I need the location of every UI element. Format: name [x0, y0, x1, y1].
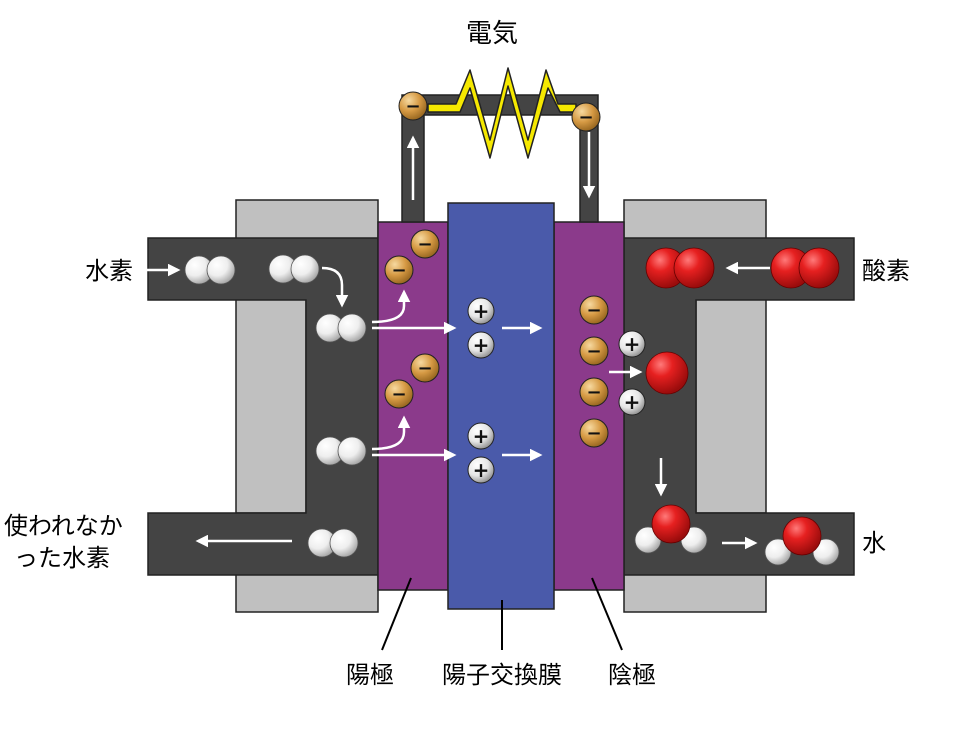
electron-anode-3: − [411, 354, 439, 382]
electron-cathode-1: − [580, 296, 608, 324]
proton-sign: + [473, 424, 490, 448]
label-hydrogen-in: 水素 [85, 257, 133, 285]
right-frame-bottom [624, 574, 766, 612]
right-frame-top [624, 200, 766, 240]
electron-sign: − [586, 382, 601, 403]
electron-sign: − [417, 358, 432, 379]
oxygen-atom [646, 352, 688, 394]
proton-sign: + [624, 390, 641, 414]
label-anode: 陽極 [346, 661, 394, 689]
proton-sign: + [473, 299, 490, 323]
proton-exchange-membrane [448, 203, 554, 609]
electron-sign: − [391, 260, 406, 281]
electron-sign: − [586, 341, 601, 362]
label-electricity: 電気 [466, 19, 518, 49]
proton-cathode-2: + [619, 389, 645, 415]
label-cathode: 陰極 [608, 661, 656, 689]
electron-anode-2: − [385, 256, 413, 284]
electron-sign: − [586, 423, 601, 444]
electron-cathode-2: − [580, 337, 608, 365]
label-unused-hydrogen-1: 使われなか [4, 512, 123, 540]
proton-sign: + [624, 332, 641, 356]
label-unused-hydrogen-2: った水素 [14, 544, 110, 572]
electron-sign: − [417, 234, 432, 255]
left-frame-bottom [236, 574, 378, 612]
right-frame-middle [696, 298, 766, 513]
proton-4: + [468, 457, 494, 483]
proton-sign: + [473, 333, 490, 357]
label-membrane: 陽子交換膜 [442, 661, 562, 689]
electron-wire-right: − [572, 103, 600, 131]
left-frame-top [236, 200, 378, 240]
left-frame-middle [236, 298, 306, 513]
label-water-out: 水 [862, 529, 886, 557]
electron-sign: − [391, 384, 406, 405]
proton-2: + [468, 332, 494, 358]
electron-cathode-4: − [580, 419, 608, 447]
electron-wire-left: − [399, 92, 427, 120]
oxygen-molecule-inlet [771, 248, 839, 288]
electron-anode-4: − [385, 380, 413, 408]
electron-sign: − [586, 300, 601, 321]
electron-sign: − [578, 107, 593, 128]
oxygen-molecule-cathode [646, 248, 714, 288]
proton-sign: + [473, 458, 490, 482]
label-oxygen-in: 酸素 [862, 257, 910, 285]
cathode-electrode [554, 222, 624, 590]
electron-sign: − [405, 96, 420, 117]
proton-3: + [468, 423, 494, 449]
proton-cathode-1: + [619, 331, 645, 357]
electron-cathode-3: − [580, 378, 608, 406]
electron-anode-1: − [411, 230, 439, 258]
proton-1: + [468, 298, 494, 324]
